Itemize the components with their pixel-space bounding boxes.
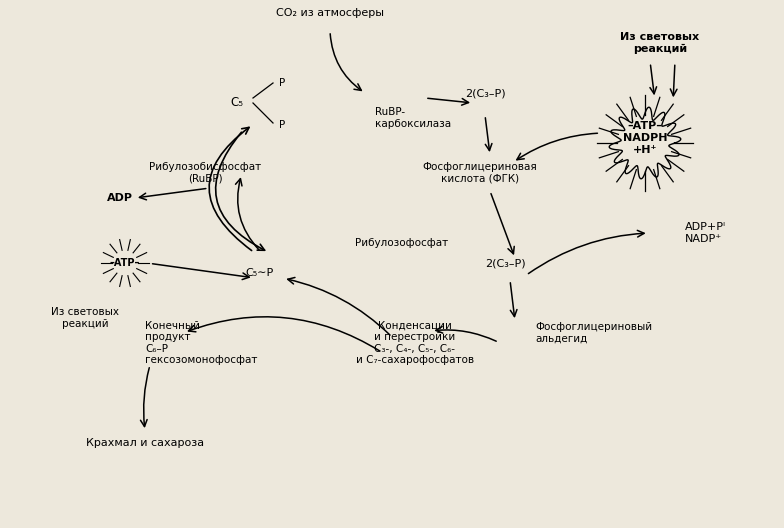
Text: ADP+Pᴵ
NADP⁺: ADP+Pᴵ NADP⁺	[685, 222, 726, 244]
Text: P: P	[279, 120, 285, 130]
Text: C₅∼P: C₅∼P	[246, 268, 274, 278]
Text: Из световых
реакций: Из световых реакций	[620, 32, 699, 54]
Text: –ATP–
NADPH
+H⁺: –ATP– NADPH +H⁺	[622, 121, 667, 155]
Text: P: P	[279, 78, 285, 88]
Text: Конденсации
и перестройки
C₃-, C₄-, C₅-, C₆-
и C₇-сахарофосфатов: Конденсации и перестройки C₃-, C₄-, C₅-,…	[356, 320, 474, 365]
Text: Крахмал и сахароза: Крахмал и сахароза	[86, 438, 204, 448]
Text: –ATP–: –ATP–	[110, 258, 140, 268]
Text: Рибулозобисфосфат
(RuBP): Рибулозобисфосфат (RuBP)	[149, 162, 261, 184]
Text: Из световых
реакций: Из световых реакций	[51, 307, 119, 329]
Text: CO₂ из атмосферы: CO₂ из атмосферы	[276, 8, 384, 18]
Text: Конечный
продукт
C₆–P
гексозомонофосфат: Конечный продукт C₆–P гексозомонофосфат	[145, 320, 257, 365]
Text: RuBP-
карбоксилаза: RuBP- карбоксилаза	[375, 107, 451, 129]
Text: ADP: ADP	[107, 193, 133, 203]
Text: Рибулозофосфат: Рибулозофосфат	[355, 238, 448, 248]
Text: 2(C₃–P): 2(C₃–P)	[485, 258, 525, 268]
Text: 2(C₃–P): 2(C₃–P)	[465, 88, 506, 98]
Text: Фосфоглицериновая
кислота (ФГК): Фосфоглицериновая кислота (ФГК)	[423, 162, 537, 184]
Text: Фосфоглицериновый
альдегид: Фосфоглицериновый альдегид	[535, 322, 652, 344]
Text: C₅: C₅	[230, 97, 243, 109]
